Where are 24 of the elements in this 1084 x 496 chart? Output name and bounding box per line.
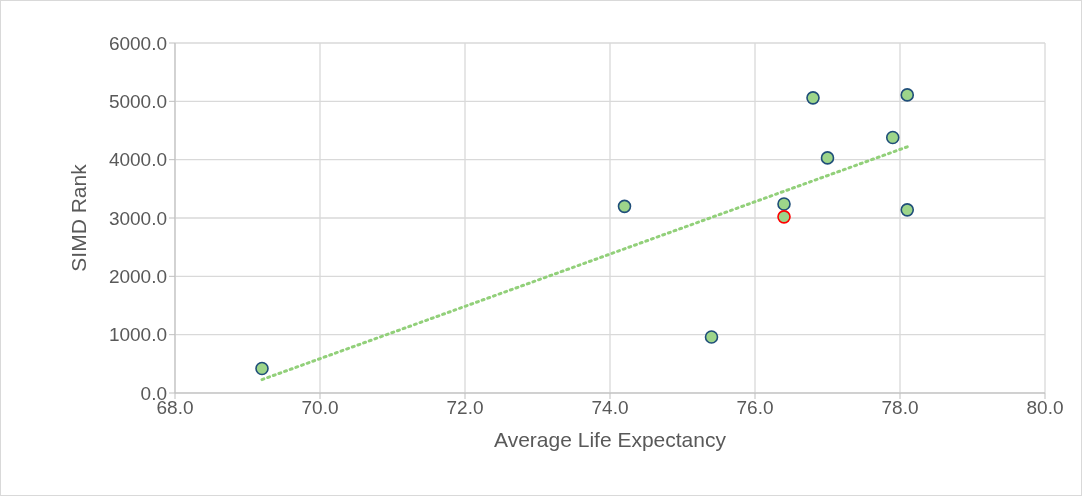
y-tick-label: 5000.0 — [108, 91, 167, 113]
point — [777, 210, 791, 224]
point — [255, 361, 269, 376]
point — [820, 151, 835, 165]
x-tick-label: 74.0 — [591, 397, 629, 419]
y-tick-label: 2000.0 — [108, 266, 167, 288]
point — [777, 197, 791, 211]
point — [900, 203, 915, 217]
y-axis-title: SIMD Rank — [67, 163, 91, 272]
y-tick-label: 6000.0 — [108, 32, 167, 54]
point — [704, 330, 719, 344]
x-tick-label: 70.0 — [301, 397, 339, 419]
x-tick-label: 76.0 — [736, 397, 774, 419]
x-axis-title: Average Life Expectancy — [494, 428, 727, 451]
y-tick-label: 4000.0 — [108, 149, 167, 171]
x-tick-label: 72.0 — [446, 397, 484, 419]
point — [885, 130, 900, 145]
point — [806, 91, 820, 105]
y-tick-label: 1000.0 — [108, 324, 167, 346]
y-tick-label: 3000.0 — [108, 207, 167, 229]
x-tick-label: 80.0 — [1026, 397, 1064, 419]
point — [900, 88, 915, 102]
x-tick-label: 78.0 — [881, 397, 919, 419]
point — [617, 199, 632, 214]
